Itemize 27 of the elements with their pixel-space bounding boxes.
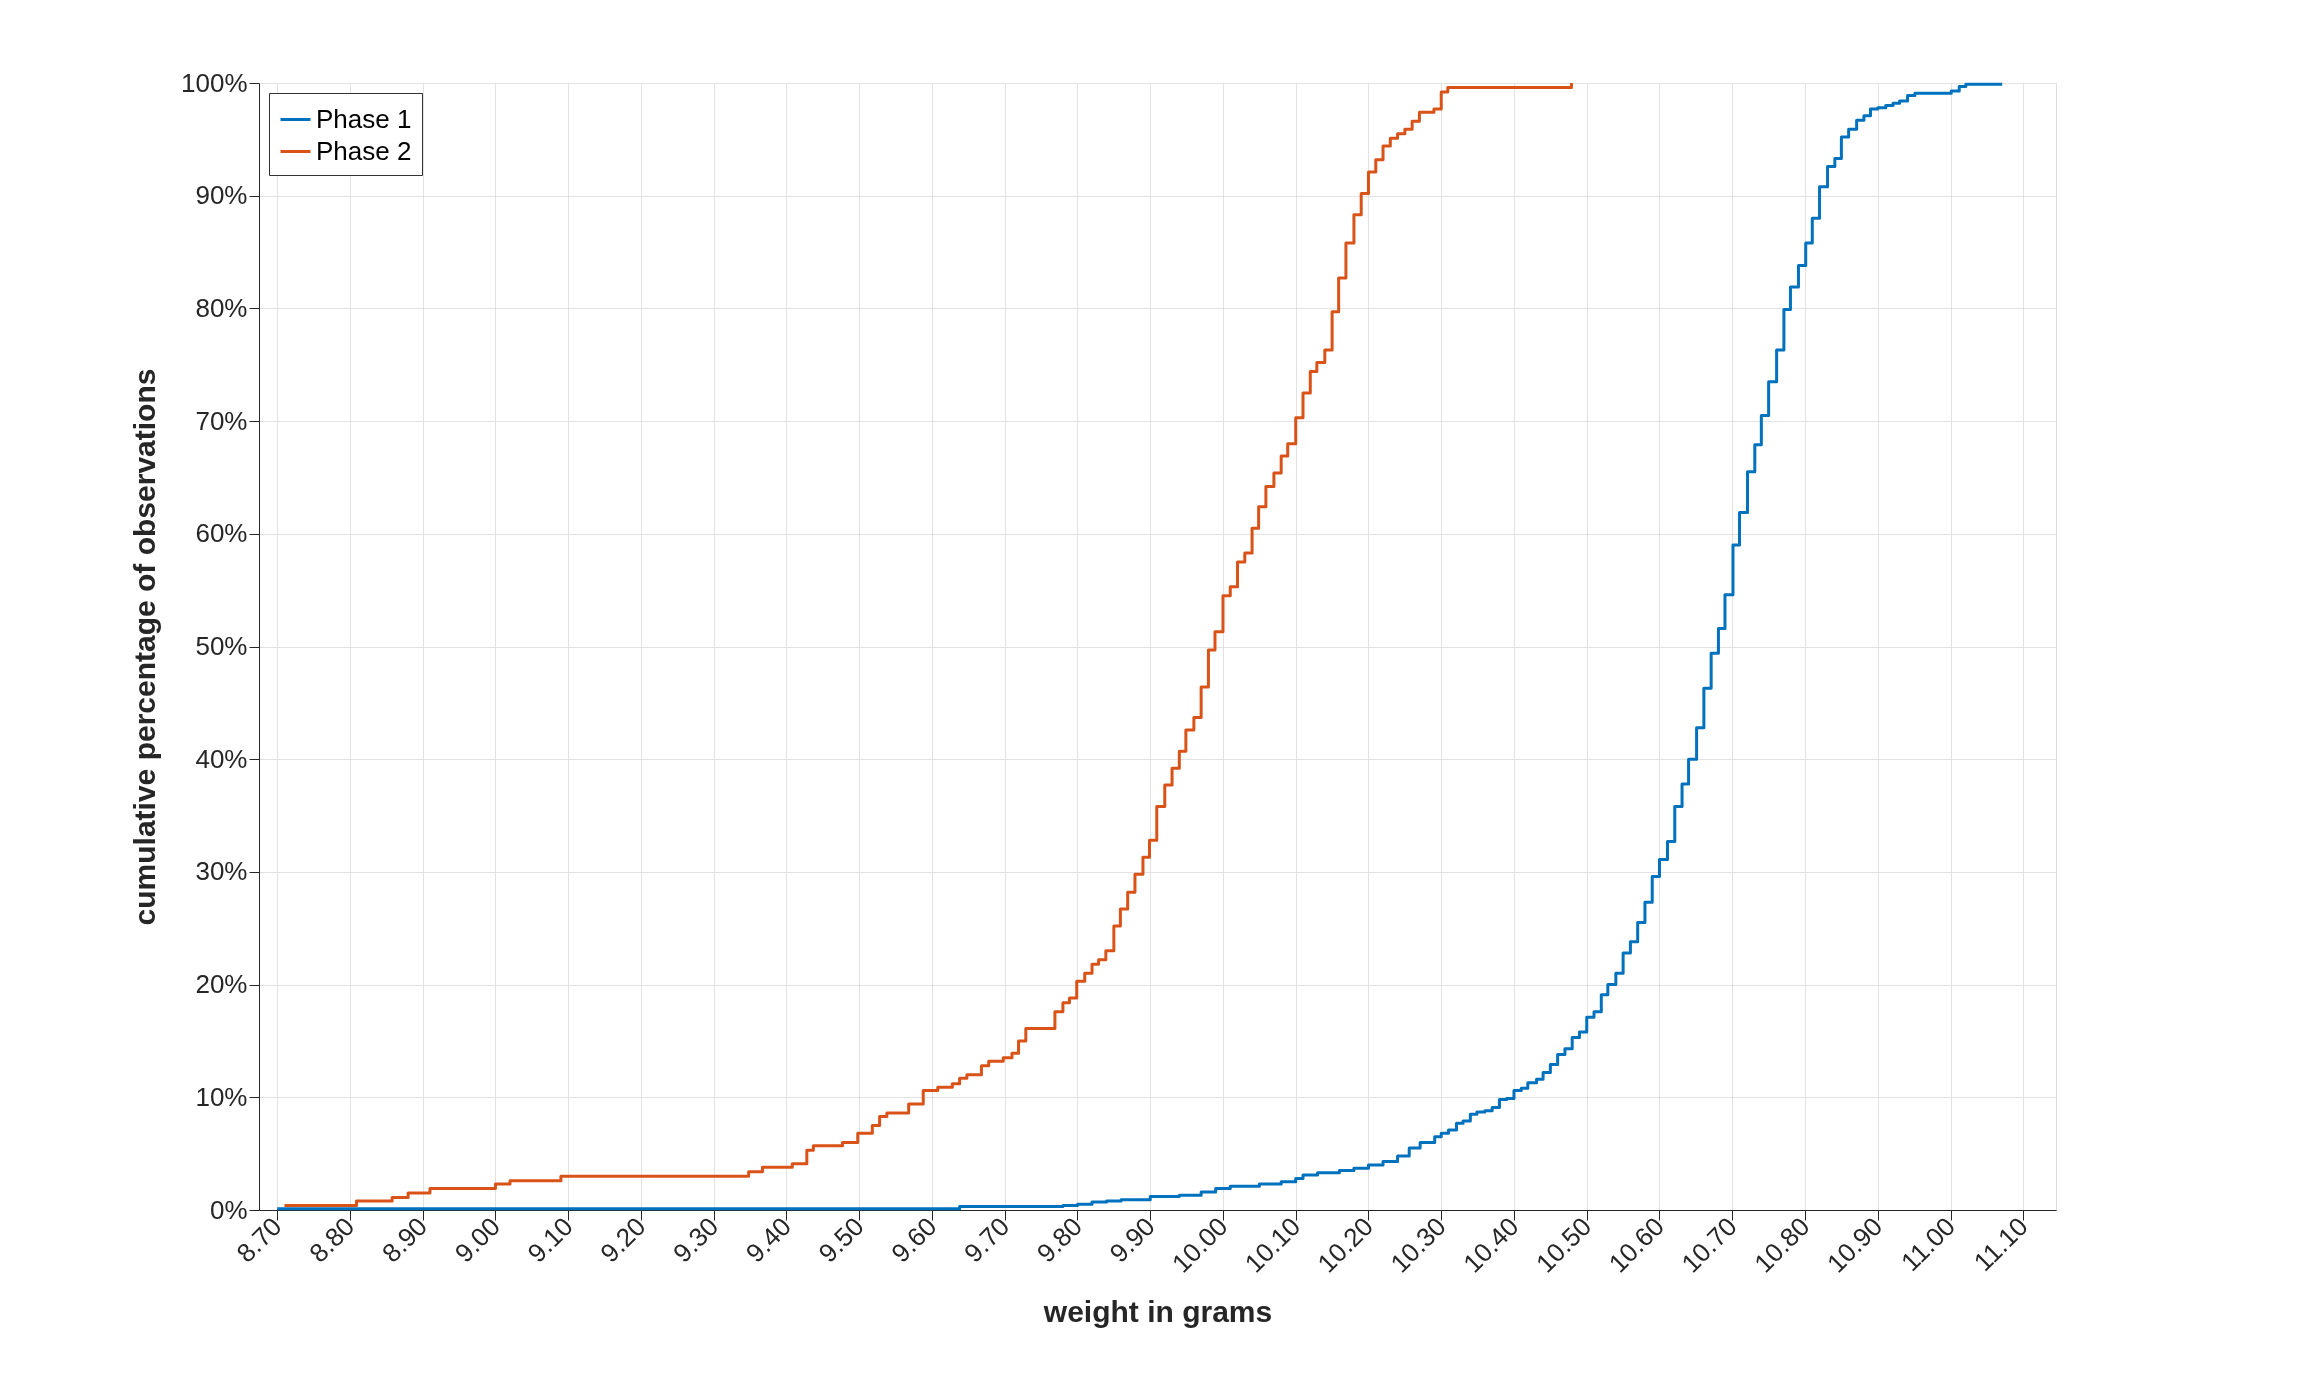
- y-tick-label: 90%: [195, 180, 248, 211]
- x-tick-label: 8.90: [376, 1211, 434, 1269]
- legend-label: Phase 1: [316, 103, 412, 134]
- y-tick-label: 50%: [195, 631, 248, 661]
- y-tick-label: 100%: [181, 67, 248, 98]
- y-tick-label: 40%: [195, 743, 248, 774]
- legend-label: Phase 2: [316, 135, 412, 166]
- y-tick-label: 30%: [195, 856, 248, 887]
- x-tick-label: 8.80: [303, 1211, 361, 1269]
- y-tick-label: 70%: [195, 405, 248, 436]
- x-tick-label: 9.70: [958, 1211, 1016, 1269]
- x-axis-title: weight in grams: [1042, 1294, 1273, 1328]
- y-tick-label: 80%: [195, 292, 248, 323]
- y-axis-title: cumulative percentage of observations: [128, 368, 161, 926]
- y-tick-label: 60%: [195, 518, 248, 549]
- x-tick-label: 9.30: [667, 1211, 725, 1269]
- x-tick-label: 9.90: [1103, 1211, 1161, 1269]
- x-tick-label: 9.20: [594, 1211, 652, 1269]
- y-tick-label: 10%: [195, 1081, 248, 1112]
- y-tick-label: 0%: [209, 1194, 248, 1225]
- x-tick-label: 9.40: [739, 1211, 797, 1269]
- x-tick-label: 9.00: [448, 1211, 506, 1269]
- x-tick-label: 9.10: [521, 1211, 579, 1269]
- x-tick-label: 9.80: [1030, 1211, 1088, 1269]
- x-tick-label: 9.60: [885, 1211, 943, 1269]
- x-tick-label: 9.50: [812, 1211, 870, 1269]
- y-tick-label: 20%: [195, 969, 248, 1000]
